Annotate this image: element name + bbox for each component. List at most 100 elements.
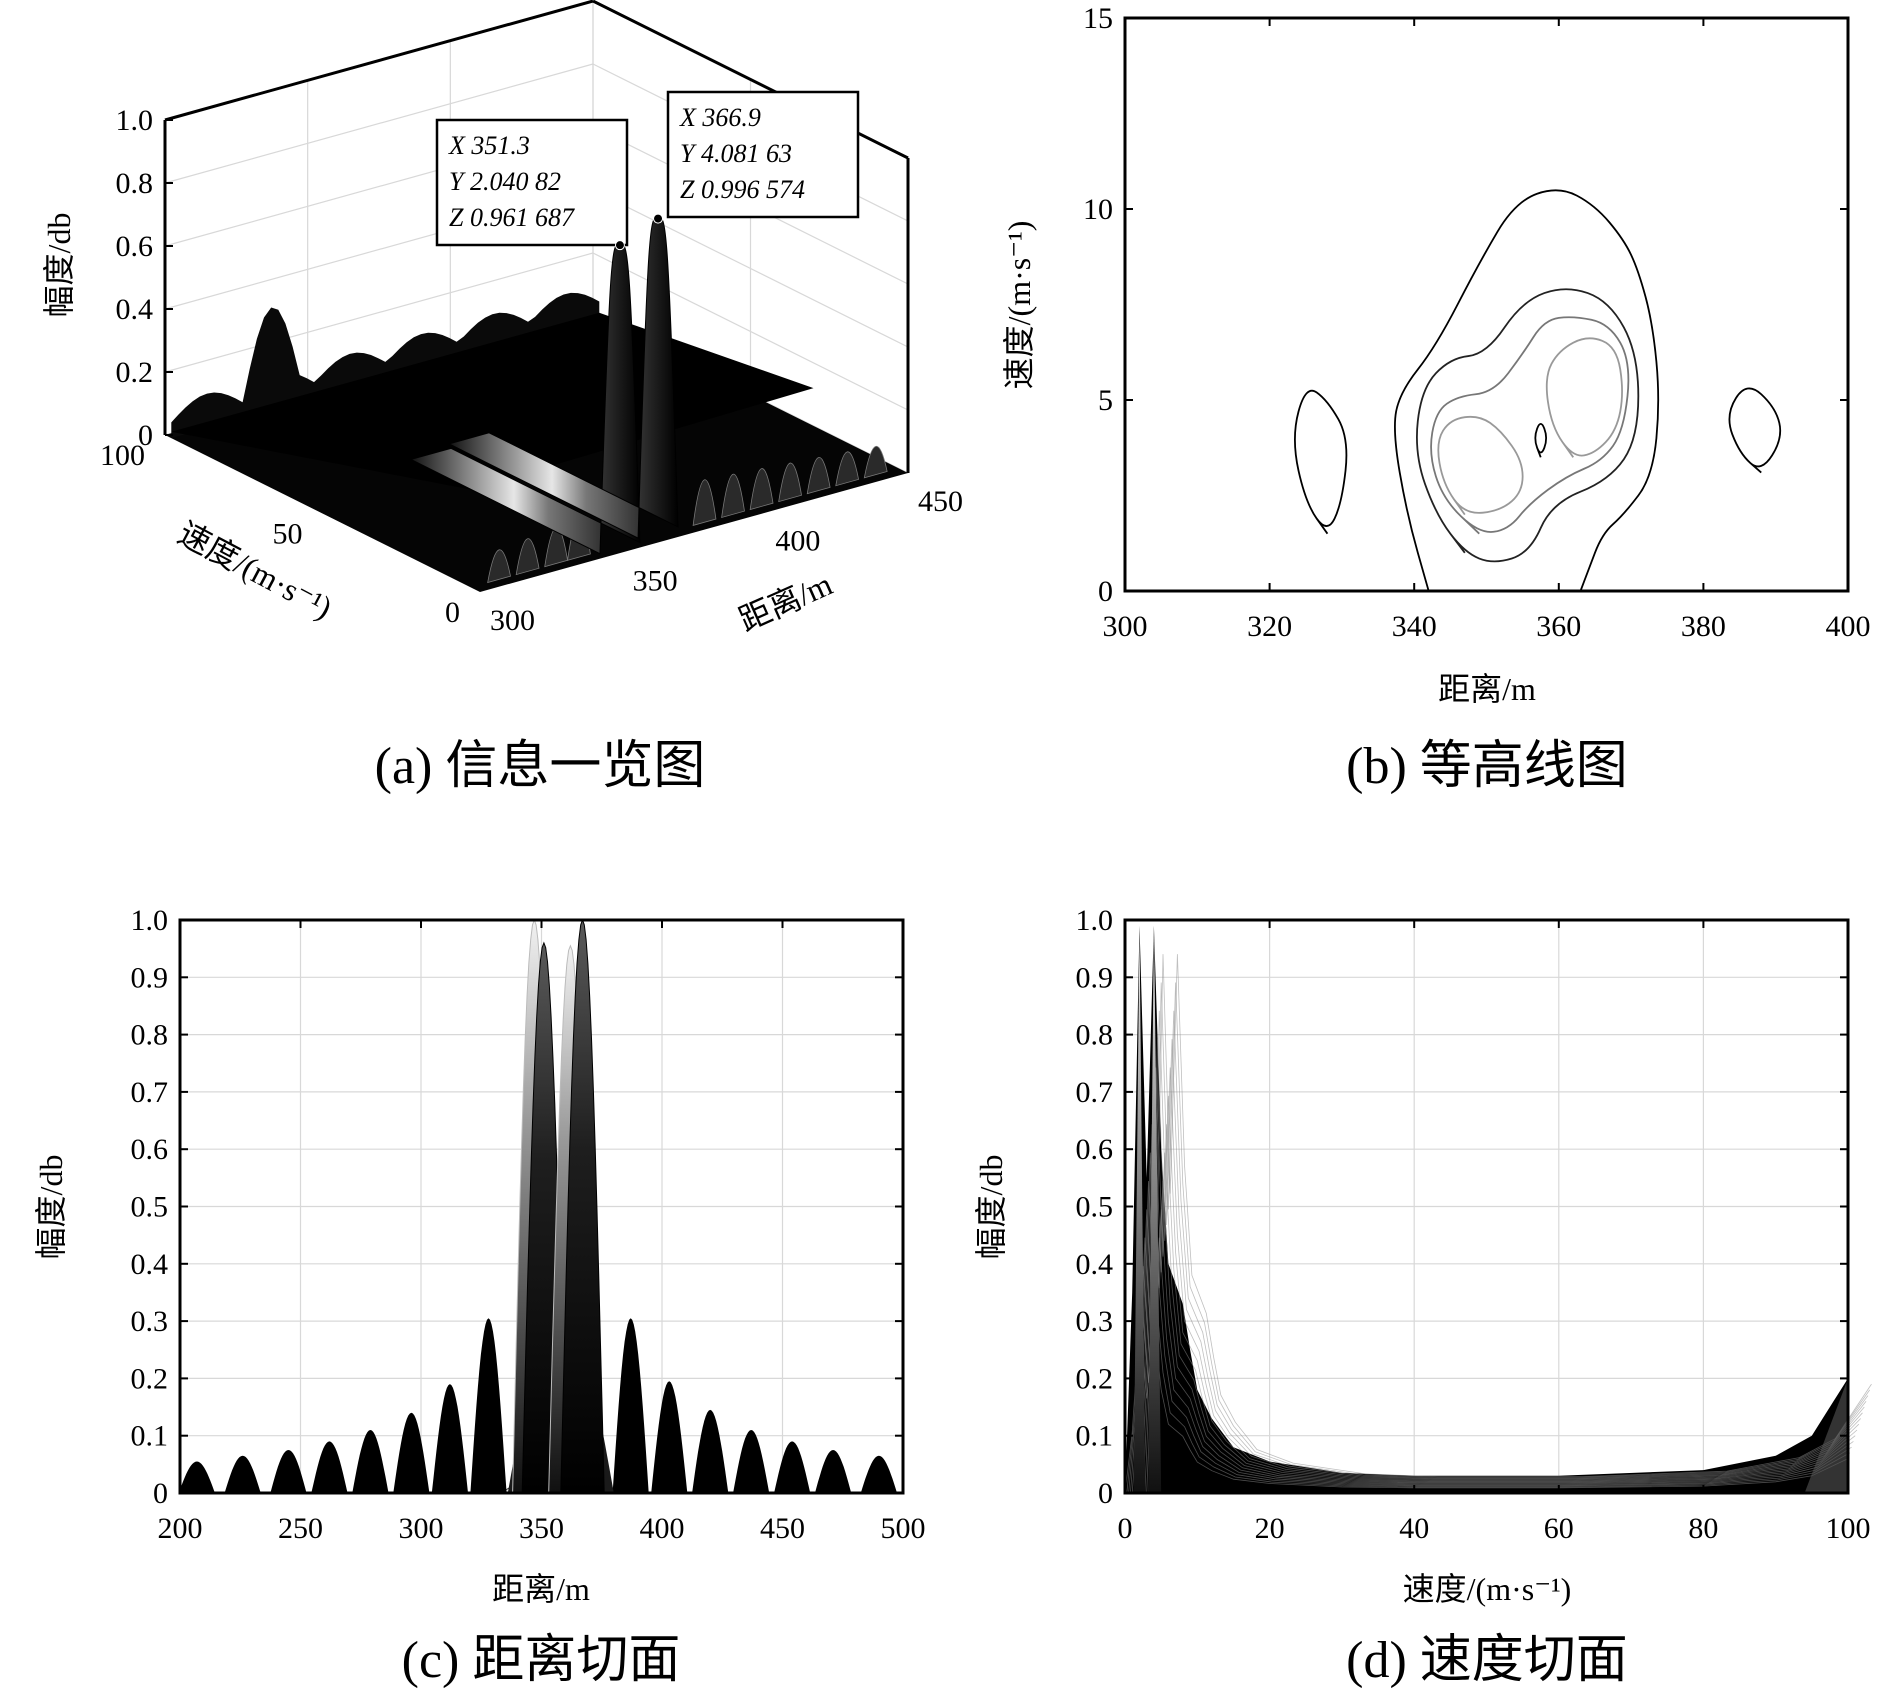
panel-b-frame — [1123, 16, 1850, 593]
contour-side-right — [1728, 387, 1782, 474]
y-tick-label: 0 — [445, 596, 460, 629]
x-tick-label: 200 — [158, 1512, 203, 1545]
velocity-layer-curve — [1144, 1010, 1869, 1494]
velocity-layer-curve — [1140, 1067, 1865, 1494]
surface-sidelobe — [692, 479, 717, 526]
y-tick-label: 0 — [1098, 1477, 1113, 1510]
sidelobe — [224, 1455, 261, 1493]
x-tick-label: 250 — [278, 1512, 323, 1545]
panel-b-caption: (b) 等高线图 — [1346, 738, 1628, 795]
z-tick-label: 1.0 — [116, 104, 154, 137]
y-tick-label: 0.3 — [1076, 1305, 1114, 1338]
panel-a-caption: (a) 信息一览图 — [375, 738, 706, 795]
datatip-marker — [653, 213, 664, 224]
y-tick-label: 0.8 — [131, 1019, 169, 1052]
y-tick-label: 0.4 — [1076, 1248, 1114, 1281]
panel-d-xlabel: 速度/(m·s⁻¹) — [1403, 1571, 1572, 1607]
panel-c-range-cut: 200 250 300 350 400 450 500 0 0.1 0.2 0.3 0.4 0.5 0.6… — [33, 904, 926, 1689]
velocity-layer-curve — [1148, 954, 1872, 1494]
x-tick-label: 340 — [1392, 610, 1437, 643]
y-tick-label: 0.9 — [1076, 961, 1114, 994]
panel-d-caption: (d) 速度切面 — [1346, 1632, 1628, 1689]
x-tick-label: 40 — [1399, 1512, 1429, 1545]
y-tick-label: 0 — [153, 1477, 168, 1510]
datatip-z: Z 0.961 687 — [449, 203, 575, 232]
surface-sidelobe — [749, 468, 774, 511]
y-tick-label: 0.2 — [131, 1362, 169, 1395]
y-tick-label: 0 — [1098, 575, 1113, 608]
contour-mid1 — [1416, 288, 1640, 563]
z-tick-label: 0.4 — [116, 293, 154, 326]
velocity-layer-curve — [1146, 982, 1871, 1494]
contour-inner-right — [1545, 337, 1623, 458]
datatip-box — [435, 118, 629, 247]
z-tick-label: 0.2 — [116, 356, 154, 389]
x-tick-label: 0 — [1118, 1512, 1133, 1545]
sidelobe — [612, 1318, 649, 1493]
datatip-z: Z 0.996 574 — [680, 175, 805, 204]
x-tick-label: 60 — [1544, 1512, 1574, 1545]
panel-a-ylabel: 速度/(m·s⁻¹) — [172, 515, 338, 626]
x-tick-label: 320 — [1247, 610, 1292, 643]
sidelobe — [270, 1450, 307, 1493]
y-tick-label: 10 — [1083, 193, 1113, 226]
panel-d-ylabel: 幅度/db — [973, 1155, 1009, 1260]
panel-b-contour-lines — [1294, 189, 1782, 592]
panel-b-xlabel: 距离/m — [1438, 671, 1536, 707]
sidelobe — [774, 1441, 811, 1493]
sidelobe — [352, 1430, 389, 1493]
panel-d-ticks: 0 20 40 60 80 100 0 0.1 0.2 0.3 0.4 0.5 0.6 0.7 0.8 0.9… — [1076, 904, 1871, 1545]
sidelobe — [733, 1430, 770, 1493]
surface-sidelobe — [778, 462, 802, 503]
surface-sidelobe — [863, 445, 888, 479]
x-tick-label: 80 — [1688, 1512, 1718, 1545]
x-tick-label: 380 — [1681, 610, 1726, 643]
y-tick-label: 0.7 — [131, 1076, 169, 1109]
y-tick-label: 0.1 — [131, 1420, 169, 1453]
datatip-marker — [614, 240, 625, 251]
x-tick-label: 500 — [881, 1512, 926, 1545]
y-tick-label: 0.1 — [1076, 1420, 1114, 1453]
panel-c-xlabel: 距离/m — [492, 1571, 590, 1607]
panel-a-surface-body — [165, 217, 908, 592]
surface-sidelobe — [835, 451, 860, 487]
x-tick-label: 400 — [775, 525, 820, 558]
x-tick-label: 450 — [918, 485, 963, 518]
panel-c-caption: (c) 距离切面 — [402, 1632, 681, 1689]
x-tick-label: 360 — [1536, 610, 1581, 643]
sidelobe — [692, 1409, 729, 1493]
panel-d-envelope — [1124, 925, 1872, 1494]
surface-sidelobe — [806, 457, 831, 495]
y-tick-label: 50 — [273, 518, 303, 551]
box-edge — [164, 0, 594, 122]
x-tick-label: 350 — [519, 1512, 564, 1545]
velocity-layer-curve — [1142, 1039, 1867, 1494]
y-tick-label: 5 — [1098, 384, 1113, 417]
y-tick-label: 0.5 — [1076, 1191, 1114, 1224]
contour-peak — [1534, 423, 1548, 458]
datatip-x: X 351.3 — [448, 131, 530, 160]
panel-c-lobes — [178, 918, 897, 1494]
x-tick-label: 100 — [1826, 1512, 1871, 1545]
surface-sidelobe — [721, 473, 745, 519]
y-tick-label: 0.6 — [131, 1133, 169, 1166]
y-tick-label: 0.8 — [1076, 1019, 1114, 1052]
surface-sidelobe — [487, 549, 511, 584]
x-tick-label: 300 — [399, 1512, 444, 1545]
panel-c-ylabel: 幅度/db — [33, 1155, 69, 1260]
x-tick-label: 300 — [1103, 610, 1148, 643]
sidelobe — [431, 1384, 468, 1493]
contour-outer — [1394, 189, 1660, 592]
surface-far-ridge — [171, 292, 600, 439]
x-tick-label: 350 — [633, 564, 678, 597]
panel-a-ticks: 0 0.2 0.4 0.6 0.8 1.0 0 50 100 300 350 400 450 — [100, 104, 963, 637]
z-tick-label: 0 — [138, 419, 153, 452]
x-tick-label: 300 — [490, 604, 535, 637]
y-tick-label: 15 — [1083, 2, 1113, 35]
velocity-envelope — [1125, 925, 1848, 1493]
panel-c-ticks: 200 250 300 350 400 450 500 0 0.1 0.2 0.3 0.4 0.5 0.6… — [131, 904, 926, 1545]
panel-a-xlabel: 距离/m — [734, 566, 838, 639]
z-tick-label: 0.8 — [116, 167, 154, 200]
datatip-y: Y 2.040 82 — [449, 167, 561, 196]
sidelobe — [651, 1381, 688, 1493]
